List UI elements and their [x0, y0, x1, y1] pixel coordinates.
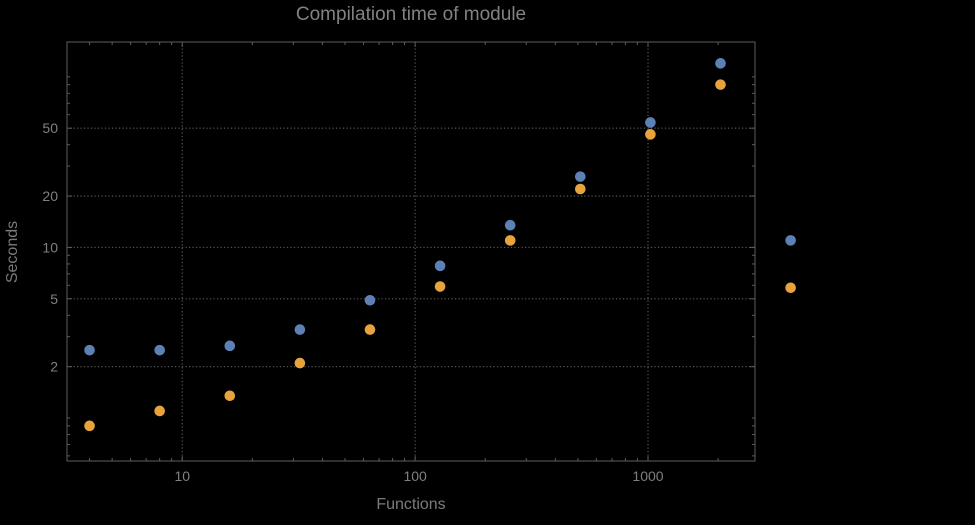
data-point-blue [575, 171, 586, 182]
data-point-orange [434, 281, 446, 292]
x-tick-label: 1000 [632, 468, 663, 484]
x-axis-label: Functions [376, 496, 446, 513]
data-point-orange [224, 390, 236, 402]
data-point-orange [504, 235, 516, 246]
data-point-orange [715, 79, 726, 90]
data-point-blue [224, 340, 236, 352]
y-tick-label: 10 [42, 239, 58, 255]
plot-frame [66, 41, 756, 462]
data-point-blue [504, 219, 516, 231]
data-point-blue [785, 235, 796, 246]
data-point-orange [84, 420, 95, 432]
chart-title: Compilation time of module [295, 4, 527, 25]
data-point-blue [154, 344, 165, 356]
y-tick-label: 20 [42, 188, 58, 204]
data-point-blue [364, 294, 376, 306]
x-tick-label: 10 [174, 468, 190, 484]
data-point-orange [294, 357, 306, 369]
data-point-orange [785, 282, 796, 294]
x-tick-label: 100 [403, 468, 427, 484]
data-point-blue [294, 324, 306, 335]
y-tick-label: 5 [50, 291, 58, 307]
data-point-blue [715, 58, 726, 69]
data-point-orange [575, 183, 586, 195]
y-tick-label: 50 [42, 120, 58, 136]
data-point-blue [645, 117, 656, 128]
data-point-orange [364, 324, 376, 335]
y-tick-label: 2 [50, 359, 58, 375]
y-axis-label: Seconds [4, 220, 21, 284]
data-point-blue [434, 260, 446, 272]
data-point-blue [84, 344, 95, 356]
data-point-orange [154, 405, 165, 417]
data-point-orange [645, 129, 656, 140]
